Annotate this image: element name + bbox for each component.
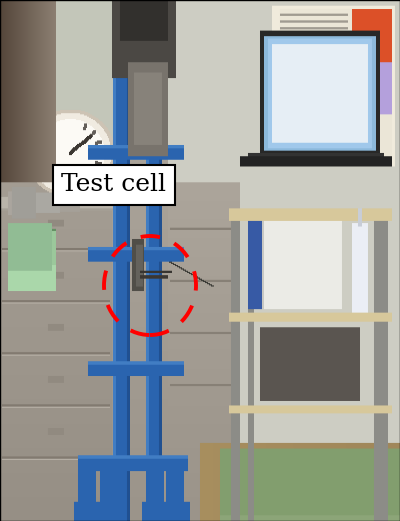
Text: Test cell: Test cell bbox=[62, 173, 166, 196]
